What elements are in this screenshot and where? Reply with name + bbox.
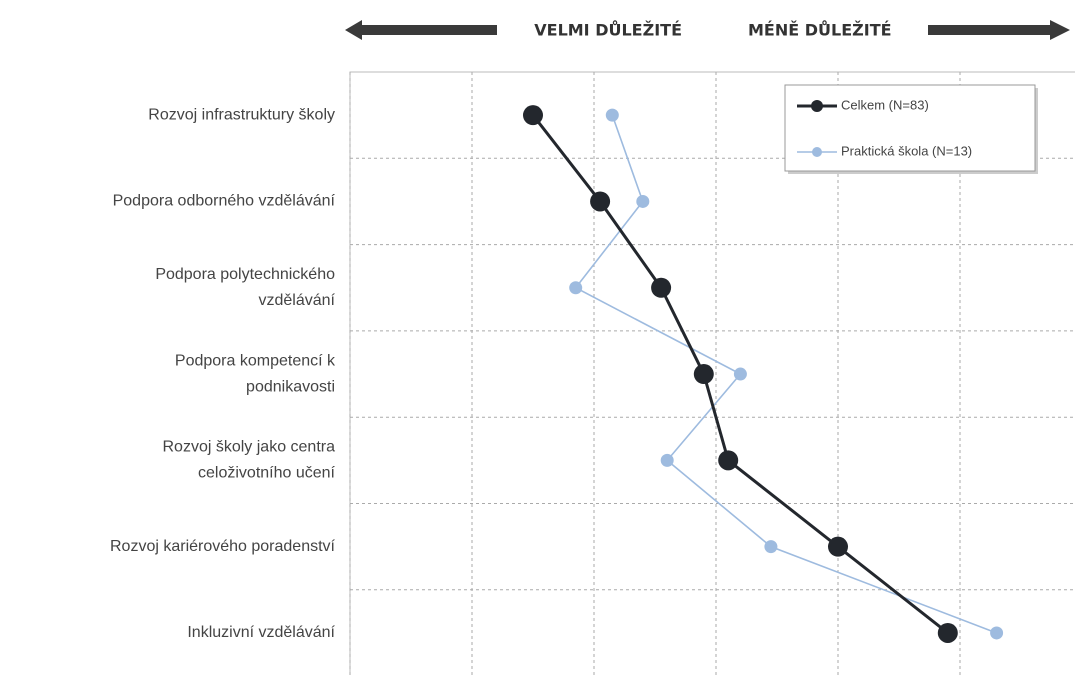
legend-marker — [811, 100, 823, 112]
point — [990, 626, 1004, 640]
plot-frame — [349, 71, 1075, 675]
point — [605, 108, 619, 122]
point — [733, 367, 747, 381]
point — [590, 191, 611, 212]
category-label: vzdělávání — [259, 292, 336, 309]
category-label: Podpora polytechnického — [155, 266, 335, 283]
point — [523, 105, 543, 126]
point — [693, 364, 714, 385]
category-label: podnikavosti — [246, 378, 335, 395]
arrow-right — [928, 20, 1070, 40]
point — [660, 453, 674, 467]
legend-label: Celkem (N=83) — [841, 97, 929, 112]
category-label: Rozvoj infrastruktury školy — [148, 106, 335, 123]
series-line — [574, 114, 997, 634]
point — [718, 450, 739, 471]
category-label: Podpora odborného vzdělávání — [113, 193, 336, 210]
category-label: Podpora kompetencí k — [175, 352, 336, 369]
category-label: Rozvoj školy jako centra — [162, 439, 335, 456]
point — [937, 622, 958, 643]
legend-label: Praktická škola (N=13) — [841, 143, 972, 158]
point — [828, 536, 848, 557]
header-left: VELMI DŮLEŽITÉ — [534, 21, 682, 40]
point — [651, 277, 672, 298]
legend-marker — [812, 147, 822, 157]
category-label: celoživotního učení — [198, 465, 336, 482]
point — [764, 540, 778, 554]
legend — [784, 84, 1036, 172]
arrow-left — [345, 20, 497, 40]
point — [569, 281, 583, 295]
header-right: MÉNĚ DŮLEŽITÉ — [748, 21, 892, 40]
point — [636, 194, 650, 208]
category-label: Rozvoj kariérového poradenství — [110, 538, 336, 555]
category-label: Inkluzivní vzdělávání — [187, 624, 335, 641]
